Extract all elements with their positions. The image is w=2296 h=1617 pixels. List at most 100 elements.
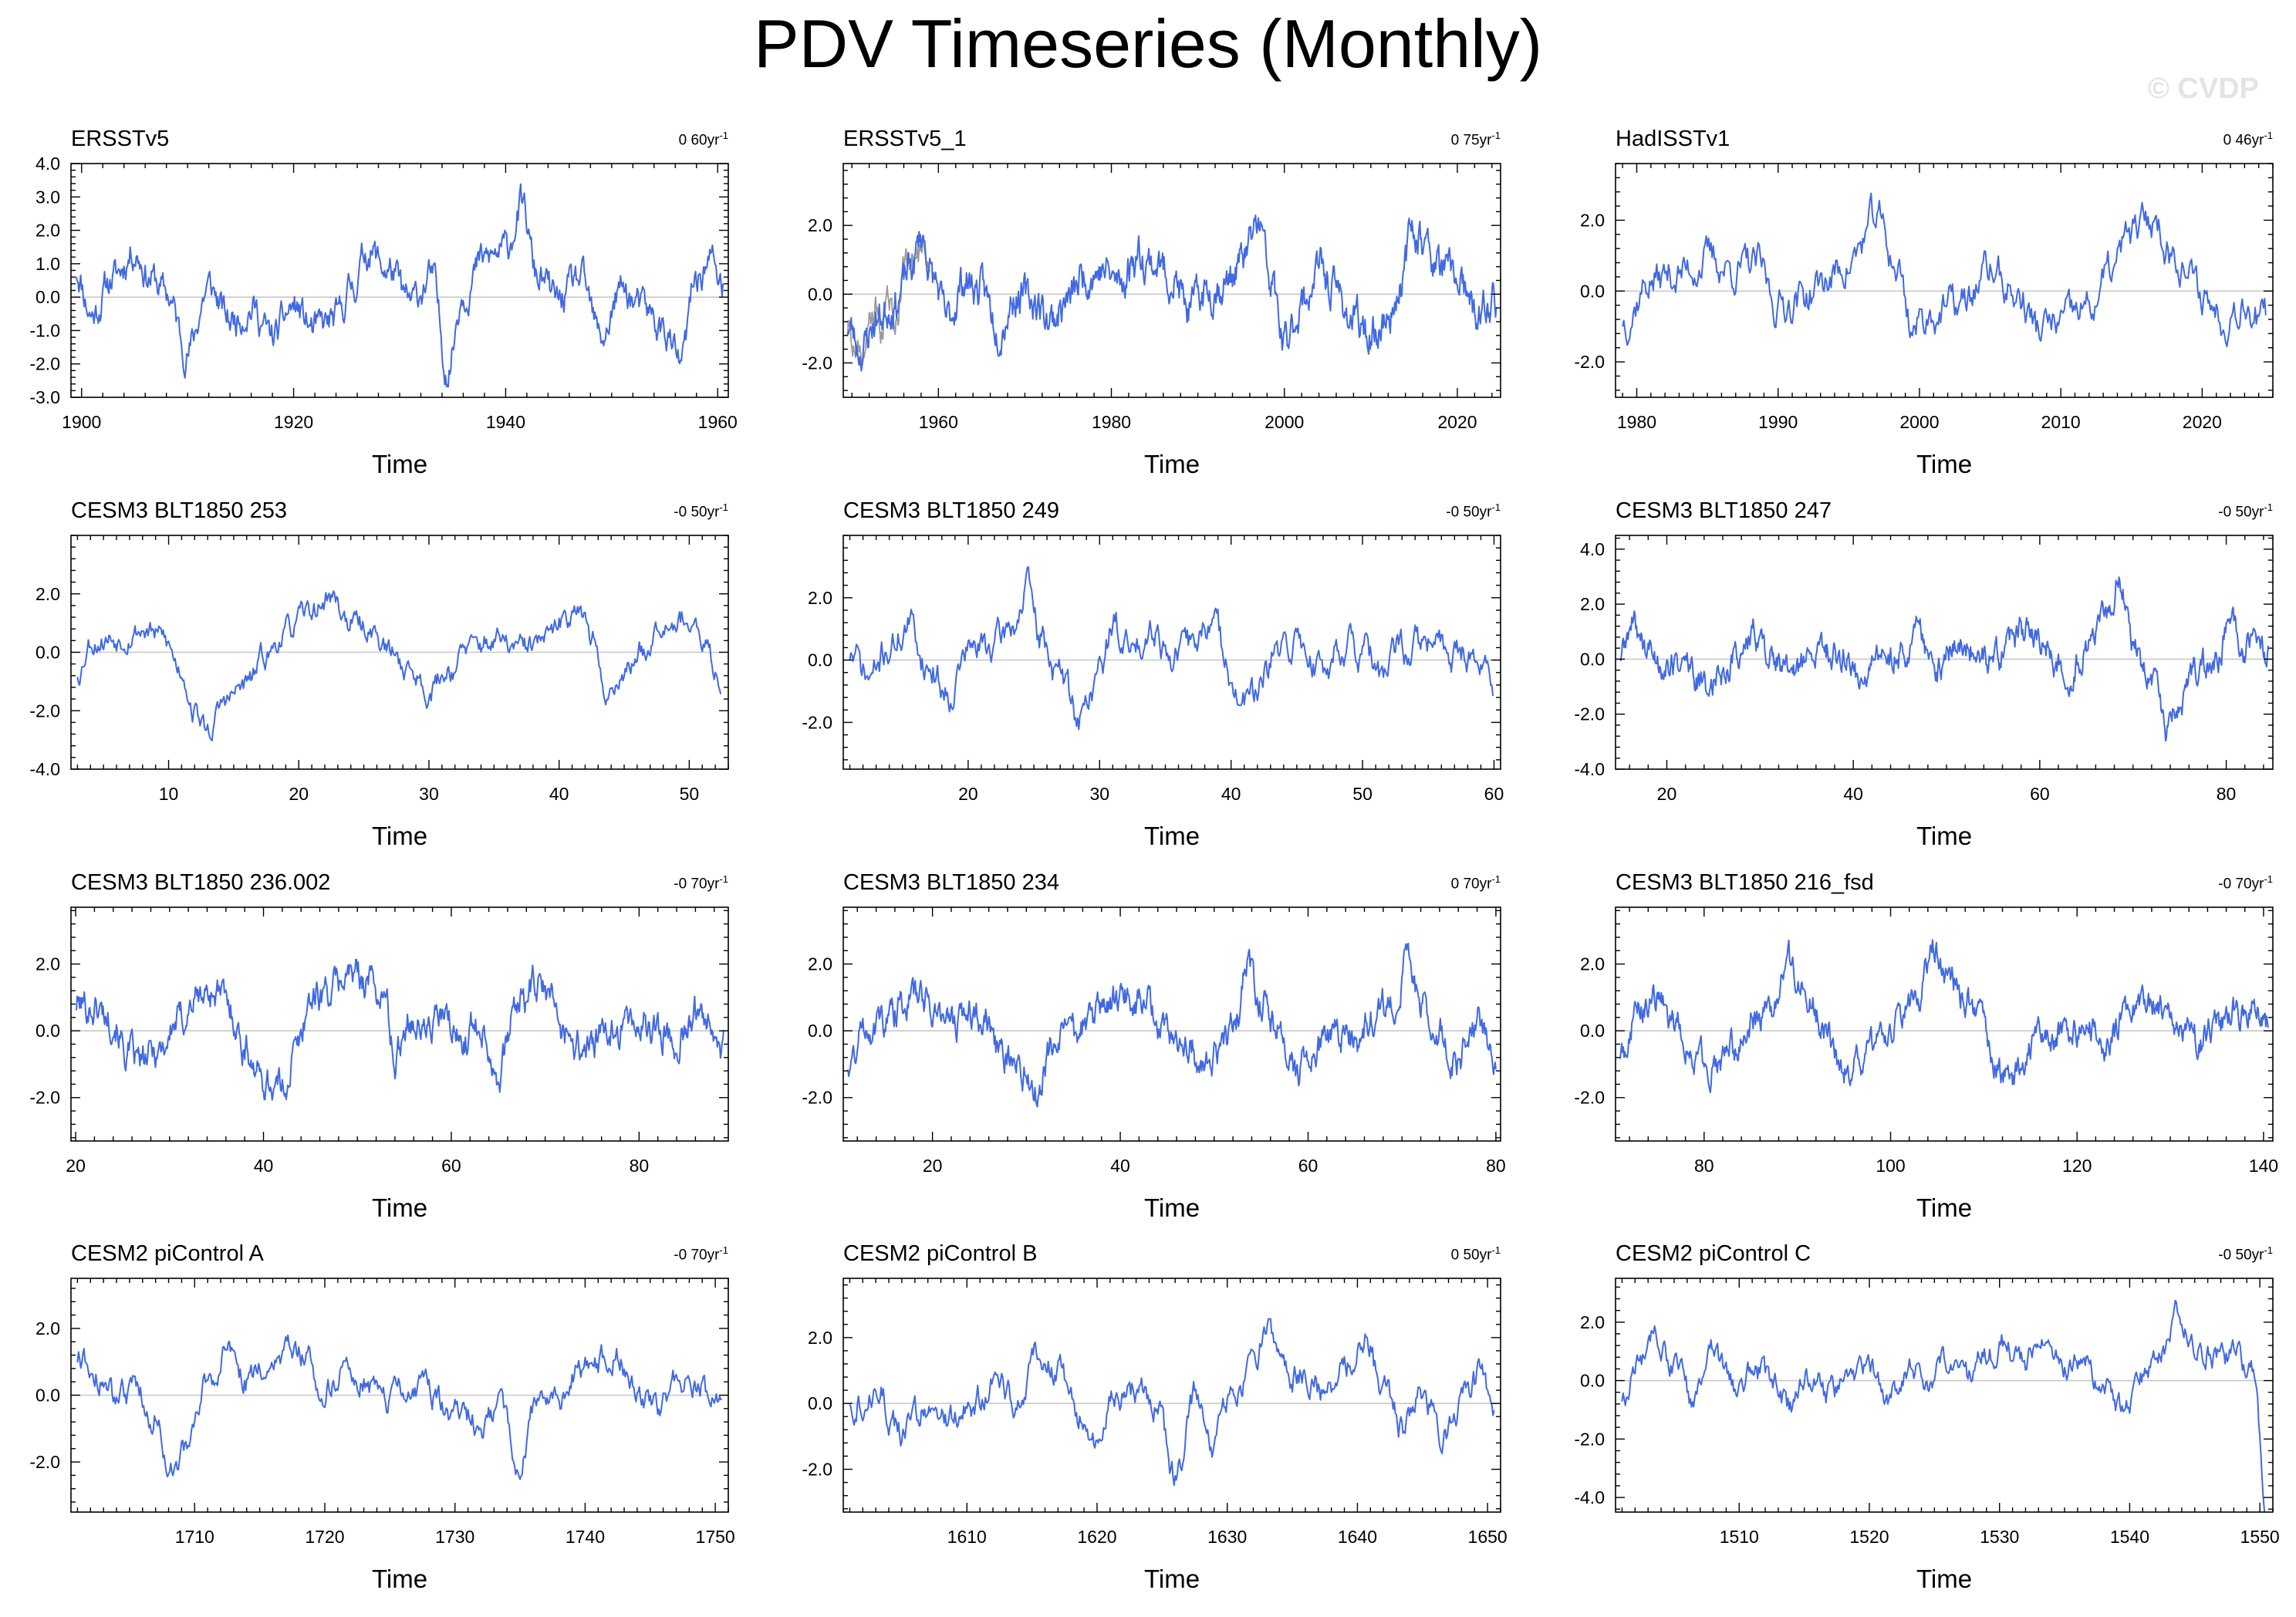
x-tick-label: 10 <box>159 784 179 804</box>
series-line <box>75 183 724 388</box>
x-tick-label: 1540 <box>2110 1527 2149 1547</box>
x-axis-label: Time <box>371 1193 428 1222</box>
plot-frame <box>1615 535 2274 770</box>
x-tick-label: 20 <box>958 784 978 804</box>
plot-area: -4.0 -2.0 0.0 2.0 4.0 20 40 60 80 <box>1574 535 2274 804</box>
plot-frame <box>1615 163 2274 398</box>
x-tick-label: 40 <box>1110 1156 1130 1176</box>
x-tick-label: 30 <box>419 784 439 804</box>
trend-value: -0 50yr <box>1446 504 1492 521</box>
chart-panel: CESM3 BLT1850 234 0 70yr-1 Time -2.0 0.0 2.0 2… <box>802 870 1506 1222</box>
trend-annotation: 0 75yr-1 <box>1451 130 1501 149</box>
trend-exponent: -1 <box>1491 873 1501 885</box>
chart-title: CESM2 piControl B <box>843 1241 1038 1266</box>
trend-annotation: -0 70yr-1 <box>674 873 728 893</box>
trend-value: -0 50yr <box>2218 1247 2264 1264</box>
x-tick-label: 140 <box>2249 1156 2278 1176</box>
y-tick-label: -2.0 <box>29 700 60 721</box>
x-tick-label: 1510 <box>1720 1527 1759 1547</box>
trend-value: -0 70yr <box>674 876 720 893</box>
y-tick-label: 4.0 <box>35 154 60 174</box>
chart-title: CESM2 piControl C <box>1616 1241 1811 1266</box>
y-tick-label: 2.0 <box>35 584 60 604</box>
y-tick-label: 2.0 <box>808 588 832 608</box>
plot-area: -2.0 0.0 2.0 1980 1990 2000 2010 2020 <box>1574 163 2274 432</box>
chart-title: CESM3 BLT1850 216_fsd <box>1616 870 1874 895</box>
x-axis-label: Time <box>371 1565 428 1593</box>
chart-panel: CESM2 piControl C -0 50yr-1 Time -4.0 -2.0 0.… <box>1574 1241 2280 1593</box>
plot-frame <box>1615 906 2274 1142</box>
series-line <box>1619 939 2269 1093</box>
chart-panel: CESM3 BLT1850 236.002 -0 70yr-1 Time -2.0 0.… <box>29 870 729 1222</box>
x-tick-label: 1610 <box>947 1527 987 1547</box>
x-tick-label: 2020 <box>1437 412 1477 432</box>
chart-panel: ERSSTv5_1 0 75yr-1 Time -2.0 0.0 2.0 1960 1980 2… <box>802 127 1501 478</box>
trend-value: -0 70yr <box>2218 876 2264 893</box>
x-tick-label: 1710 <box>175 1527 214 1547</box>
y-tick-label: -2.0 <box>802 1088 832 1108</box>
x-tick-label: 1530 <box>1980 1527 2019 1547</box>
x-tick-label: 60 <box>2030 784 2050 804</box>
trend-value: 0 70yr <box>1450 876 1492 893</box>
y-tick-label: -4.0 <box>1574 1487 1605 1507</box>
chart-title: CESM3 BLT1850 249 <box>843 498 1059 523</box>
y-tick-label: 2.0 <box>1580 210 1605 230</box>
y-tick-label: -4.0 <box>1574 759 1605 779</box>
trend-exponent: -1 <box>2264 130 2273 141</box>
x-tick-label: 1520 <box>1849 1527 1889 1547</box>
y-tick-label: 0.0 <box>35 643 60 663</box>
y-tick-label: 0.0 <box>35 1021 60 1041</box>
y-tick-label: 3.0 <box>35 187 60 207</box>
x-tick-label: 20 <box>923 1156 943 1176</box>
x-tick-label: 50 <box>1352 784 1373 804</box>
x-axis-label: Time <box>371 822 428 850</box>
chart-panel: CESM3 BLT1850 247 -0 50yr-1 Time -4.0 -2.0 0.… <box>1574 498 2274 850</box>
series-line <box>1621 1299 2267 1512</box>
y-tick-label: -2.0 <box>29 354 60 374</box>
x-tick-label: 1940 <box>486 412 525 432</box>
x-tick-label: 80 <box>2217 784 2237 804</box>
trend-exponent: -1 <box>719 501 728 513</box>
x-tick-label: 1980 <box>1617 412 1656 432</box>
chart-title: CESM3 BLT1850 234 <box>843 870 1059 895</box>
secondary-series-line <box>846 236 930 366</box>
y-tick-label: 2.0 <box>35 1318 60 1338</box>
trend-value: 0 75yr <box>1450 132 1492 149</box>
series-line <box>76 590 722 741</box>
chart-panel: CESM3 BLT1850 216_fsd -0 70yr-1 Time -2.0 0.… <box>1574 870 2278 1222</box>
x-tick-label: 1920 <box>274 412 313 432</box>
x-tick-label: 1960 <box>698 412 738 432</box>
plot-frame <box>70 906 729 1142</box>
plot-area: -4.0 -2.0 0.0 2.0 1510 1520 1530 1540 1550 <box>1574 1278 2280 1547</box>
x-axis-label: Time <box>1143 822 1200 850</box>
y-tick-label: -3.0 <box>29 387 60 407</box>
y-tick-label: -2.0 <box>802 353 832 373</box>
y-tick-label: -2.0 <box>29 1452 60 1472</box>
plot-area: -2.0 0.0 2.0 20 40 60 80 <box>802 906 1506 1176</box>
trend-annotation: -0 50yr-1 <box>674 501 728 521</box>
y-tick-label: 2.0 <box>1580 1312 1605 1332</box>
x-tick-label: 2010 <box>2041 412 2081 432</box>
y-tick-label: 2.0 <box>35 221 60 241</box>
y-tick-label: -2.0 <box>802 1460 832 1480</box>
x-tick-label: 1990 <box>1758 412 1798 432</box>
trend-annotation: -0 50yr-1 <box>1446 501 1501 521</box>
x-tick-label: 80 <box>630 1156 650 1176</box>
y-tick-label: -2.0 <box>1574 352 1605 372</box>
y-tick-label: 0.0 <box>808 1393 832 1413</box>
trend-annotation: 0 60yr-1 <box>679 130 728 149</box>
plot-area: -3.0 -2.0 -1.0 0.0 1.0 2.0 3.0 4.0 1900 1920 1940 1… <box>29 154 737 432</box>
x-tick-label: 40 <box>1221 784 1241 804</box>
x-tick-label: 20 <box>1657 784 1677 804</box>
trend-annotation: 0 50yr-1 <box>1451 1244 1501 1264</box>
watermark: © CVDP <box>2147 73 2259 105</box>
x-axis-label: Time <box>1143 450 1200 478</box>
y-tick-label: -2.0 <box>1574 1088 1605 1108</box>
trend-value: -0 70yr <box>674 1247 720 1264</box>
series-line <box>1619 576 2269 742</box>
y-tick-label: 1.0 <box>35 254 60 274</box>
trend-exponent: -1 <box>719 873 728 885</box>
y-tick-label: -2.0 <box>802 712 832 732</box>
series-line <box>76 958 724 1101</box>
x-tick-label: 1740 <box>566 1527 605 1547</box>
